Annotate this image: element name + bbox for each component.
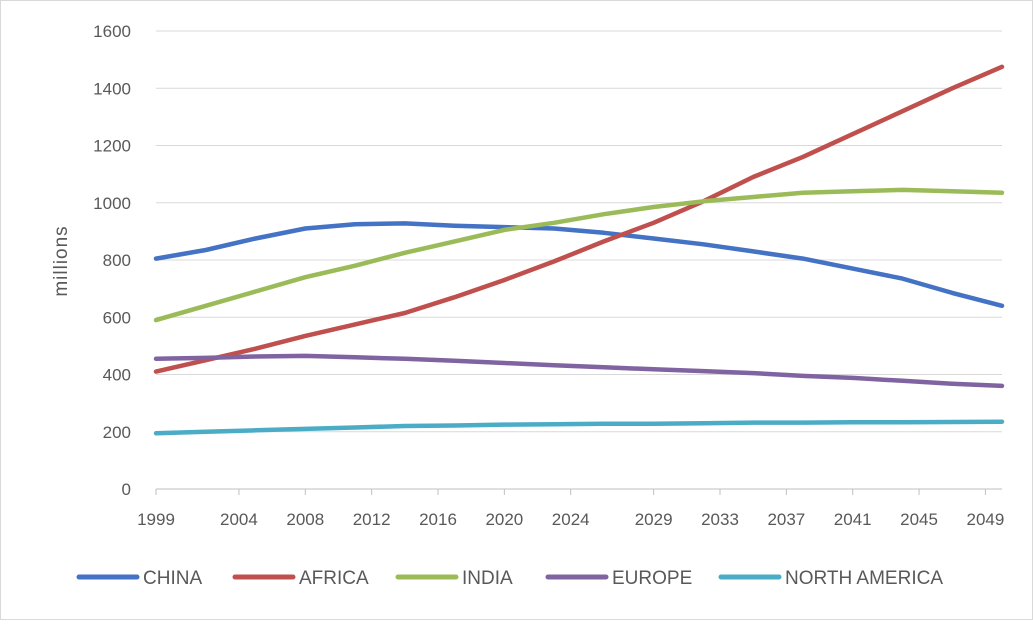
y-axis-tick-labels: 0 200 400 600 800 1000 1200 1400 1600 (93, 22, 131, 499)
x-tick-label: 2041 (834, 510, 872, 529)
y-axis-title: millions (51, 225, 72, 296)
x-tick-label: 2004 (220, 510, 258, 529)
x-tick-label: 2024 (552, 510, 590, 529)
x-tick-label: 2037 (767, 510, 805, 529)
series-lines (153, 64, 1005, 436)
x-tick-label: 2020 (485, 510, 523, 529)
x-tick-label: 2049 (966, 510, 1004, 529)
y-tick-label: 400 (103, 366, 131, 385)
gridlines (156, 30, 1002, 433)
legend-label: INDIA (462, 568, 513, 589)
x-tick-label: 2033 (701, 510, 739, 529)
series-line-india (153, 187, 1005, 323)
y-tick-label: 200 (103, 423, 131, 442)
y-tick-label: 1600 (93, 22, 131, 41)
x-tick-label: 2012 (353, 510, 391, 529)
legend-label: AFRICA (299, 568, 369, 589)
y-tick-label: 1200 (93, 137, 131, 156)
y-tick-label: 600 (103, 308, 131, 327)
series-line-africa (153, 64, 1005, 374)
legend-label: EUROPE (612, 568, 692, 589)
x-tick-label: 2029 (635, 510, 673, 529)
x-tick-label: 2016 (419, 510, 457, 529)
y-tick-label: 1400 (93, 79, 131, 98)
legend-label: NORTH AMERICA (785, 568, 943, 589)
series-line-china (153, 221, 1005, 309)
y-tick-label: 1000 (93, 194, 131, 213)
x-tick-label: 1999 (137, 510, 175, 529)
x-axis-tick-labels: 1999 2004 2008 2012 2016 2020 2024 2029 2033 2037… (137, 510, 1004, 529)
x-tick-label: 2008 (286, 510, 324, 529)
x-axis (155, 488, 1002, 495)
y-tick-label: 800 (103, 251, 131, 270)
legend: CHINA AFRICA INDIA EUROPE NORTH AMERICA (76, 568, 943, 589)
legend-label: CHINA (143, 568, 202, 589)
series-line-north-america (153, 419, 1005, 436)
x-tick-label: 2045 (900, 510, 938, 529)
y-tick-label: 0 (122, 480, 131, 499)
series-line-europe (153, 353, 1005, 389)
